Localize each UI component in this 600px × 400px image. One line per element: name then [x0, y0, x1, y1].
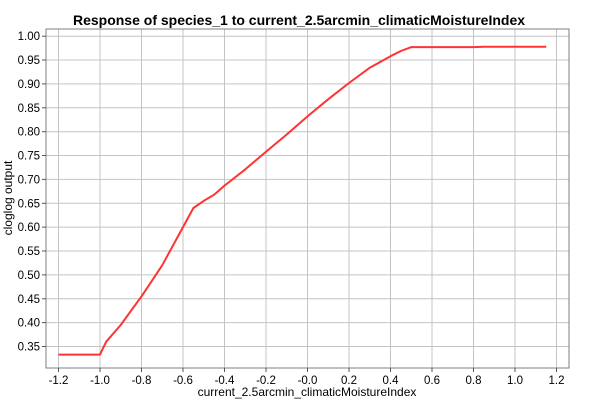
- y-tick-label: 0.45: [18, 294, 40, 306]
- series-group: [58, 45, 547, 356]
- y-tick-label: 0.90: [18, 79, 40, 91]
- x-tick-label: 0.8: [466, 375, 482, 387]
- y-axis-label: cloglog output: [1, 160, 15, 235]
- x-tick-label: 1.0: [507, 375, 523, 387]
- y-tick-label: 0.85: [18, 103, 40, 115]
- x-axis-label: current_2.5arcmin_climaticMoistureIndex: [198, 385, 417, 399]
- x-tick-label: 1.2: [549, 375, 565, 387]
- y-tick-label: 0.35: [18, 342, 40, 354]
- y-tick-label: 0.55: [18, 246, 40, 258]
- x-tick-label: -0.2: [256, 375, 276, 387]
- y-tick-label: 0.70: [18, 174, 40, 186]
- y-tick-label: 0.80: [18, 127, 40, 139]
- axis-ticks: -1.2 -1.0 -0.8 -0.6 -0.4 -0.2 -0.0 0.2 0.4 0.6 0.8…: [18, 31, 565, 387]
- y-tick-label: 0.95: [18, 55, 40, 67]
- x-tick-label: -0.0: [298, 375, 318, 387]
- x-tick-label: -0.8: [132, 375, 152, 387]
- x-tick-label: -0.4: [215, 375, 235, 387]
- x-tick-label: 0.6: [424, 375, 440, 387]
- y-tick-label: 0.65: [18, 198, 40, 210]
- x-tick-label: -1.2: [49, 375, 69, 387]
- y-tick-label: 0.60: [18, 222, 40, 234]
- x-tick-label: 0.4: [383, 375, 400, 387]
- y-tick-label: 0.75: [18, 151, 40, 163]
- x-tick-label: 0.2: [341, 375, 357, 387]
- x-tick-label: -0.6: [173, 375, 193, 387]
- y-tick-label: 0.40: [18, 318, 40, 330]
- grid: [46, 29, 569, 368]
- response-series-line: [58, 45, 547, 356]
- y-tick-label: 0.50: [18, 270, 40, 282]
- x-tick-label: -1.0: [90, 375, 110, 387]
- y-tick-label: 1.00: [18, 31, 40, 43]
- chart-title: Response of species_1 to current_2.5arcm…: [73, 12, 525, 28]
